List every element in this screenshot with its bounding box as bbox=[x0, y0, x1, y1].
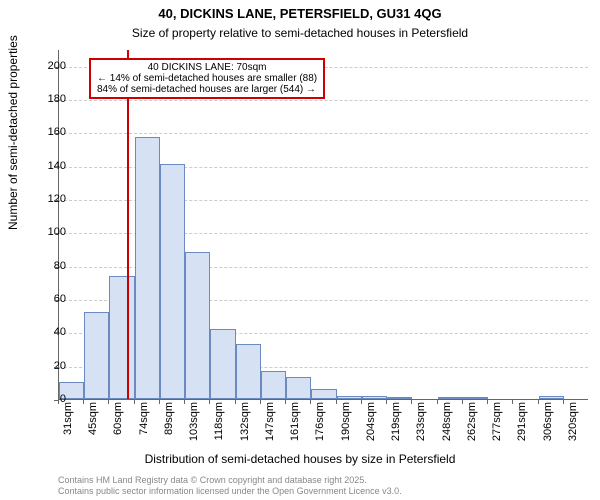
x-tick-mark bbox=[285, 399, 286, 404]
x-tick-label: 60sqm bbox=[112, 402, 124, 442]
histogram-bar bbox=[135, 137, 160, 399]
y-tick-label: 80 bbox=[36, 260, 66, 272]
x-tick-label: 147sqm bbox=[264, 402, 276, 442]
attribution-line-2: Contains public sector information licen… bbox=[58, 486, 402, 496]
y-tick-mark bbox=[54, 333, 58, 334]
attribution: Contains HM Land Registry data © Crown c… bbox=[58, 475, 402, 496]
histogram-bar bbox=[261, 371, 286, 399]
gridline bbox=[59, 100, 588, 101]
x-tick-label: 248sqm bbox=[441, 402, 453, 442]
attribution-line-1: Contains HM Land Registry data © Crown c… bbox=[58, 475, 402, 485]
x-tick-mark bbox=[310, 399, 311, 404]
x-tick-label: 204sqm bbox=[365, 402, 377, 442]
x-tick-mark bbox=[386, 399, 387, 404]
x-tick-mark bbox=[159, 399, 160, 404]
y-tick-label: 180 bbox=[36, 93, 66, 105]
x-tick-label: 176sqm bbox=[314, 402, 326, 442]
histogram-bar bbox=[160, 164, 185, 399]
histogram-bar bbox=[362, 396, 387, 399]
histogram-bar bbox=[463, 397, 488, 399]
y-tick-label: 60 bbox=[36, 293, 66, 305]
y-tick-mark bbox=[54, 133, 58, 134]
x-tick-mark bbox=[361, 399, 362, 404]
histogram-bar bbox=[337, 396, 362, 399]
x-axis-label: Distribution of semi-detached houses by … bbox=[0, 452, 600, 466]
x-tick-mark bbox=[58, 399, 59, 404]
histogram-bar bbox=[311, 389, 336, 399]
x-tick-mark bbox=[336, 399, 337, 404]
x-tick-mark bbox=[462, 399, 463, 404]
x-tick-mark bbox=[411, 399, 412, 404]
histogram-bar bbox=[539, 396, 564, 399]
x-tick-mark bbox=[184, 399, 185, 404]
x-tick-mark bbox=[487, 399, 488, 404]
x-tick-label: 74sqm bbox=[138, 402, 150, 442]
callout-line-2: ← 14% of semi-detached houses are smalle… bbox=[97, 73, 317, 84]
x-tick-mark bbox=[563, 399, 564, 404]
y-tick-label: 200 bbox=[36, 60, 66, 72]
x-tick-label: 262sqm bbox=[466, 402, 478, 442]
histogram-bar bbox=[286, 377, 311, 399]
y-axis-label: Number of semi-detached properties bbox=[6, 35, 20, 230]
chart-container: 40, DICKINS LANE, PETERSFIELD, GU31 4QG … bbox=[0, 0, 600, 500]
y-tick-mark bbox=[54, 100, 58, 101]
x-tick-label: 190sqm bbox=[340, 402, 352, 442]
histogram-bar bbox=[109, 276, 134, 399]
x-tick-label: 233sqm bbox=[415, 402, 427, 442]
y-tick-label: 100 bbox=[36, 226, 66, 238]
plot-area: 40 DICKINS LANE: 70sqm ← 14% of semi-det… bbox=[58, 50, 588, 400]
x-tick-label: 89sqm bbox=[163, 402, 175, 442]
x-tick-label: 277sqm bbox=[491, 402, 503, 442]
x-tick-label: 219sqm bbox=[390, 402, 402, 442]
histogram-bar bbox=[210, 329, 235, 399]
y-tick-mark bbox=[54, 233, 58, 234]
x-tick-mark bbox=[512, 399, 513, 404]
x-tick-label: 31sqm bbox=[62, 402, 74, 442]
x-tick-mark bbox=[260, 399, 261, 404]
y-tick-label: 20 bbox=[36, 360, 66, 372]
callout-box: 40 DICKINS LANE: 70sqm ← 14% of semi-det… bbox=[89, 58, 325, 99]
histogram-bar bbox=[387, 397, 412, 399]
callout-line-3: 84% of semi-detached houses are larger (… bbox=[97, 84, 317, 95]
x-tick-label: 118sqm bbox=[213, 402, 225, 442]
x-tick-label: 291sqm bbox=[516, 402, 528, 442]
gridline bbox=[59, 133, 588, 134]
chart-subtitle: Size of property relative to semi-detach… bbox=[0, 26, 600, 40]
y-tick-mark bbox=[54, 200, 58, 201]
x-tick-label: 132sqm bbox=[239, 402, 251, 442]
histogram-bar bbox=[185, 252, 210, 399]
histogram-bar bbox=[236, 344, 261, 399]
callout-line-1: 40 DICKINS LANE: 70sqm bbox=[97, 62, 317, 73]
y-tick-label: 120 bbox=[36, 193, 66, 205]
x-tick-mark bbox=[437, 399, 438, 404]
y-tick-mark bbox=[54, 67, 58, 68]
x-tick-mark bbox=[108, 399, 109, 404]
histogram-bar bbox=[438, 397, 463, 399]
y-tick-mark bbox=[54, 367, 58, 368]
chart-title-address: 40, DICKINS LANE, PETERSFIELD, GU31 4QG bbox=[0, 6, 600, 21]
x-tick-label: 45sqm bbox=[87, 402, 99, 442]
x-tick-mark bbox=[209, 399, 210, 404]
histogram-bar bbox=[84, 312, 109, 399]
y-tick-label: 140 bbox=[36, 160, 66, 172]
x-tick-label: 320sqm bbox=[567, 402, 579, 442]
x-tick-mark bbox=[538, 399, 539, 404]
x-tick-mark bbox=[134, 399, 135, 404]
y-tick-label: 40 bbox=[36, 326, 66, 338]
y-tick-mark bbox=[54, 167, 58, 168]
x-tick-mark bbox=[83, 399, 84, 404]
x-tick-label: 306sqm bbox=[542, 402, 554, 442]
x-tick-mark bbox=[235, 399, 236, 404]
y-tick-label: 160 bbox=[36, 126, 66, 138]
y-tick-mark bbox=[54, 300, 58, 301]
y-tick-mark bbox=[54, 267, 58, 268]
x-tick-label: 103sqm bbox=[188, 402, 200, 442]
reference-line bbox=[127, 50, 129, 399]
x-tick-label: 161sqm bbox=[289, 402, 301, 442]
